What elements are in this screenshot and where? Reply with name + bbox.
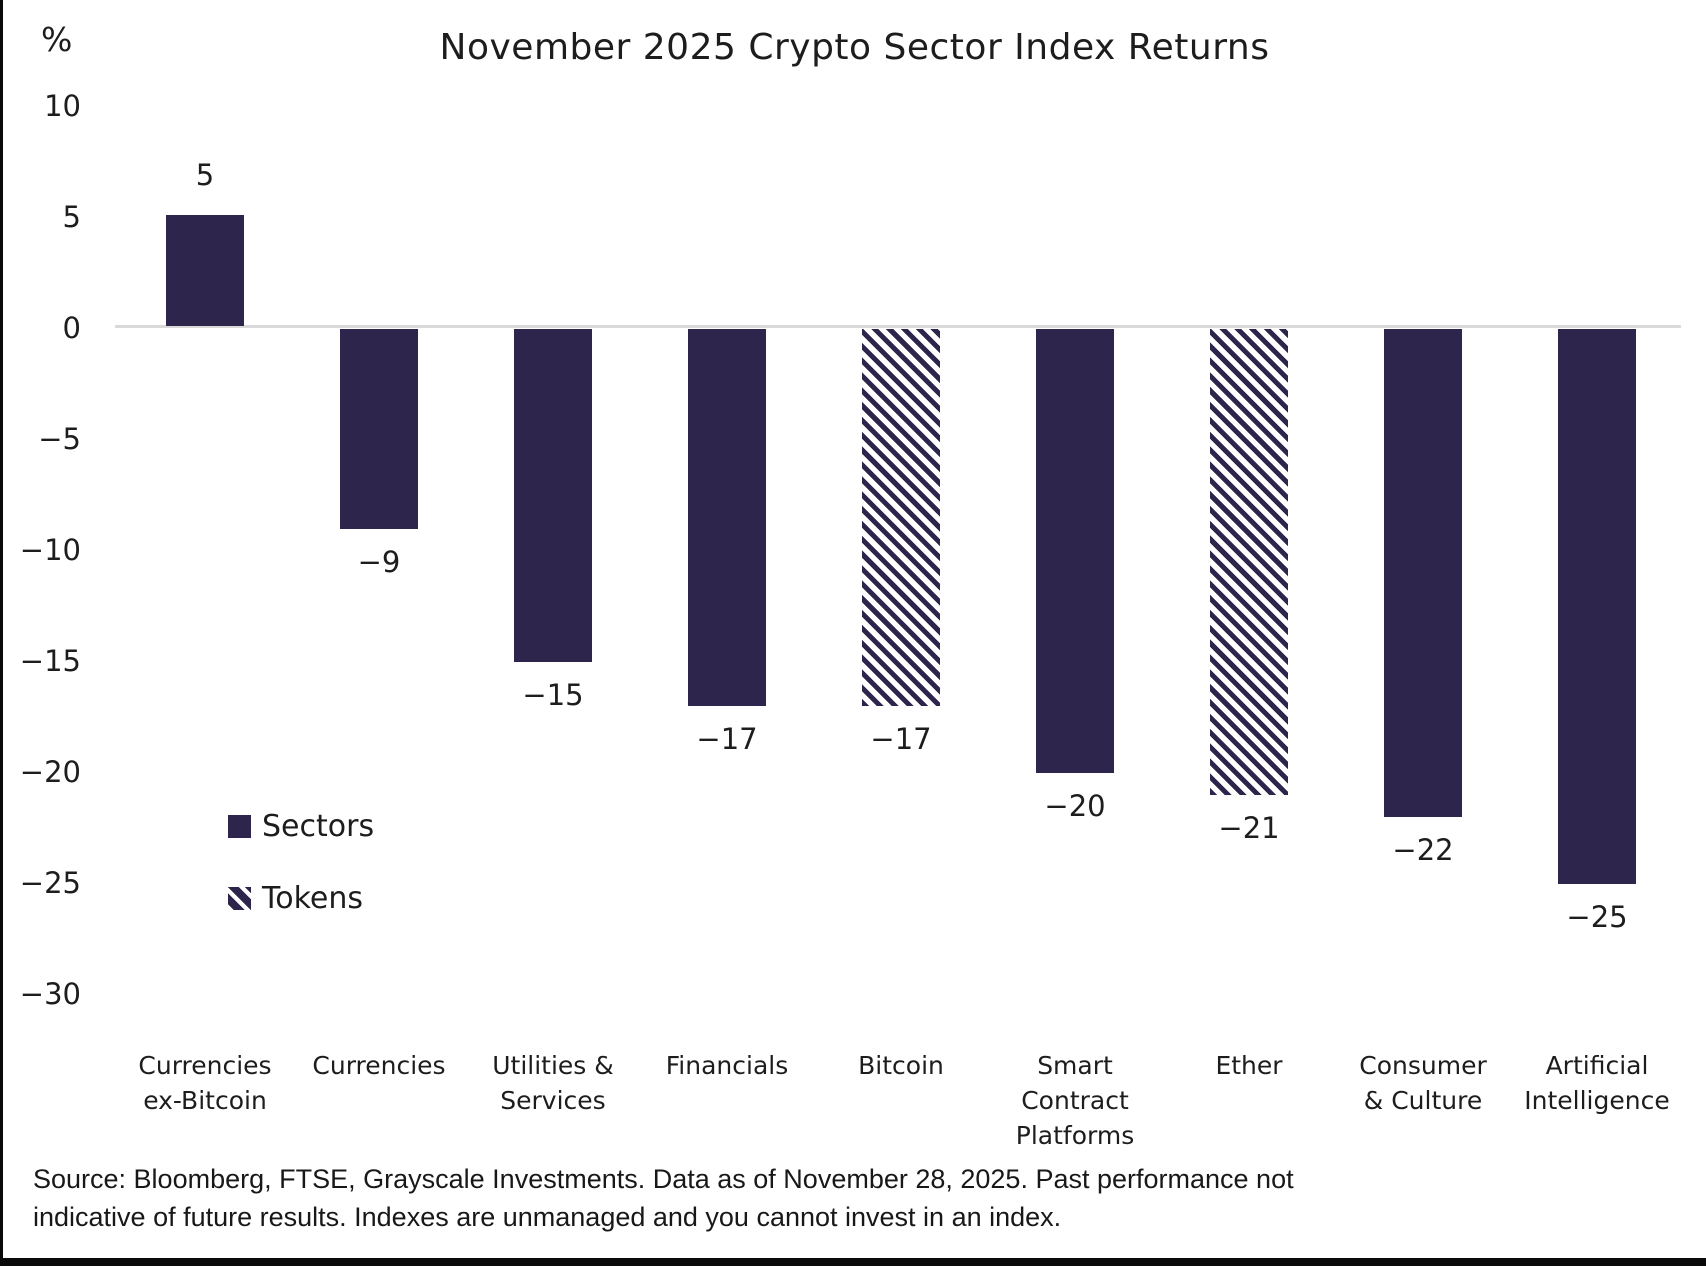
bar-ether <box>1210 329 1288 796</box>
category-label-artificial-intelligence: Artificial Intelligence <box>1524 1051 1670 1115</box>
bar-currencies <box>340 329 418 529</box>
value-label-currencies: −9 <box>357 544 401 579</box>
zero-baseline <box>115 325 1681 328</box>
value-label-smart-contract-platforms: −20 <box>1044 789 1106 823</box>
category-label-financials: Financials <box>665 1051 789 1080</box>
y-tick-0: 0 <box>62 311 81 345</box>
chart-title: November 2025 Crypto Sector Index Return… <box>439 27 1270 68</box>
category-label-utilities-services: Utilities & Services <box>492 1051 614 1115</box>
y-tick-10: 10 <box>44 89 81 123</box>
bar-currencies-ex-bitcoin <box>166 215 244 326</box>
y-tick--25: −25 <box>19 866 81 900</box>
bar-utilities-services <box>514 329 592 662</box>
value-label-ether: −21 <box>1218 811 1280 846</box>
y-tick--20: −20 <box>19 755 81 789</box>
y-tick--5: −5 <box>38 422 81 456</box>
source-footnote: Source: Bloomberg, FTSE, Grayscale Inves… <box>33 1164 1294 1232</box>
legend-label-sectors: Sectors <box>262 809 375 844</box>
bar-bitcoin <box>862 329 940 707</box>
y-tick--15: −15 <box>19 644 81 678</box>
y-tick-5: 5 <box>62 200 81 234</box>
value-label-utilities-services: −15 <box>522 678 584 712</box>
bar-smart-contract-platforms <box>1036 329 1114 773</box>
bar-financials <box>688 329 766 707</box>
category-label-currencies: Currencies <box>312 1051 446 1080</box>
value-label-artificial-intelligence: −25 <box>1566 900 1628 934</box>
y-axis-unit-label: % <box>41 20 73 59</box>
bar-consumer-culture <box>1384 329 1462 818</box>
y-tick--10: −10 <box>19 533 81 567</box>
bar-artificial-intelligence <box>1558 329 1636 884</box>
category-label-smart-contract-platforms: Smart Contract Platforms <box>1015 1051 1135 1150</box>
category-label-consumer-culture: Consumer & Culture <box>1359 1051 1487 1115</box>
category-label-ether: Ether <box>1215 1051 1283 1080</box>
category-label-currencies-ex-bitcoin: Currencies ex-Bitcoin <box>138 1051 272 1115</box>
category-label-bitcoin: Bitcoin <box>858 1051 944 1080</box>
y-tick--30: −30 <box>19 977 81 1011</box>
tokens-hatched-swatch-icon <box>228 887 251 910</box>
sectors-solid-swatch-icon <box>228 815 251 838</box>
value-label-currencies-ex-bitcoin: 5 <box>195 158 215 192</box>
value-label-consumer-culture: −22 <box>1392 833 1454 868</box>
value-label-bitcoin: −17 <box>870 722 932 757</box>
value-label-financials: −17 <box>696 722 758 757</box>
legend-label-tokens: Tokens <box>262 881 363 916</box>
